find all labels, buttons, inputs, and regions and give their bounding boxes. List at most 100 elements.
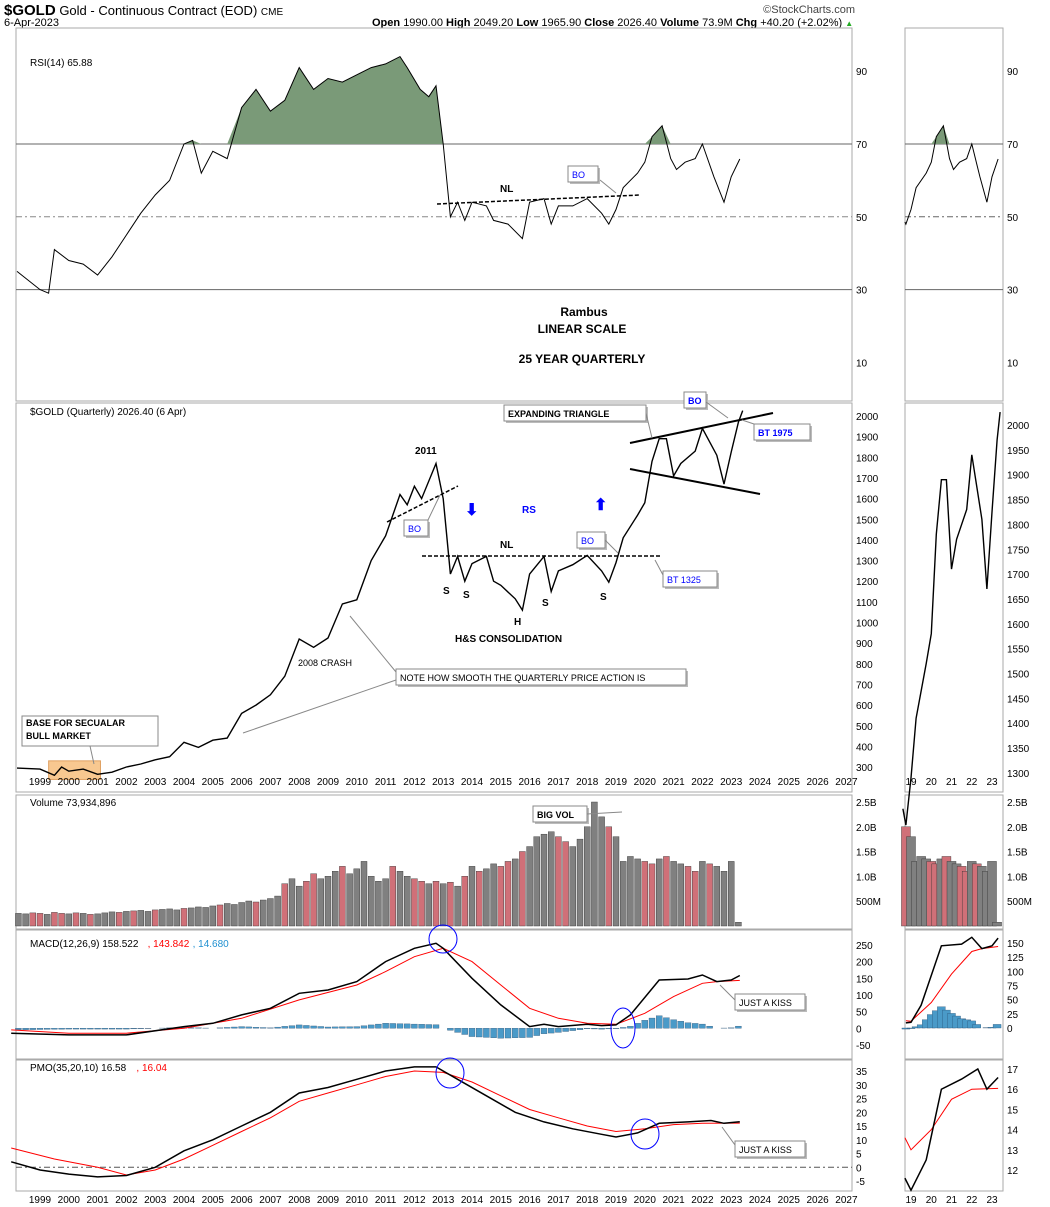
price-year-tick: 2018 xyxy=(576,777,599,788)
macd-histogram-bar xyxy=(44,1028,51,1030)
mini-year-tick: 19 xyxy=(905,1195,917,1206)
macd-histogram-bar xyxy=(540,1028,548,1034)
shoulder-head-annotation: S xyxy=(443,586,450,597)
macd-histogram-bar xyxy=(368,1024,375,1029)
low-value: 1965.90 xyxy=(541,17,582,29)
macd-mini-line xyxy=(905,936,999,1024)
volume-bar xyxy=(324,876,332,927)
volume-bar xyxy=(339,866,346,927)
price-year-tick: 2027 xyxy=(835,777,858,788)
macd-histogram-bar xyxy=(108,1028,116,1030)
change-value: +40.20 (+2.02%) xyxy=(760,17,843,29)
price-mini-tick: 1300 xyxy=(1007,769,1030,780)
volume-bar xyxy=(720,871,728,927)
price-year-tick: 2006 xyxy=(230,777,253,788)
volume-bar xyxy=(519,851,526,927)
price-year-tick: 2017 xyxy=(547,777,570,788)
volume-bar xyxy=(274,895,281,927)
rsi-panel-frame xyxy=(15,27,853,402)
macd-histogram-bar xyxy=(288,1025,296,1029)
volume-bar xyxy=(699,861,706,927)
pmo-mini-tick: 14 xyxy=(1007,1126,1019,1137)
price-mini-tick: 1400 xyxy=(1007,719,1030,730)
bo2011-annotation-box xyxy=(403,519,429,537)
macd-histogram-bar xyxy=(15,1028,22,1030)
macd-mini-tick: 50 xyxy=(1007,996,1019,1007)
rsi-mini-tick: 50 xyxy=(1007,213,1019,224)
rsi-mini-line xyxy=(904,124,999,226)
pmo-mini-tick: 13 xyxy=(1007,1146,1019,1157)
macd-histogram-bar xyxy=(101,1028,108,1030)
volume-bar xyxy=(260,899,267,927)
macd-histogram-bar xyxy=(80,1028,87,1030)
pmo-tick: 20 xyxy=(856,1108,868,1119)
macd-kiss-annotation-box xyxy=(734,993,806,1011)
price-tick: 1300 xyxy=(856,557,879,568)
price-year-tick: 2021 xyxy=(662,777,685,788)
volume-bar xyxy=(432,881,440,927)
mini-year-tick: 23 xyxy=(986,1195,998,1206)
volume-bar xyxy=(728,861,735,927)
pmo-tick: 5 xyxy=(856,1150,862,1161)
volume-bar xyxy=(677,863,684,927)
macd-histogram-bar xyxy=(51,1028,58,1030)
pmo-mini-frame xyxy=(904,1059,1004,1192)
open-label: Open xyxy=(372,17,401,29)
volume-bar xyxy=(490,863,497,927)
macd-histogram-bar xyxy=(418,1024,425,1029)
volume-bar xyxy=(65,913,73,927)
price-mini-line xyxy=(902,412,1001,826)
macd-histogram-bar xyxy=(432,1024,440,1029)
volume-bar xyxy=(591,801,598,927)
year-tick: 2007 xyxy=(259,1195,282,1206)
bt1325-pointer xyxy=(654,559,664,576)
macd-histogram-bar xyxy=(324,1026,332,1029)
macd-mini-tick: 100 xyxy=(1007,967,1024,978)
pmo-line xyxy=(10,1066,740,1178)
price-year-tick: 1999 xyxy=(29,777,52,788)
volume-bar xyxy=(497,866,504,927)
volume-bar xyxy=(598,816,605,927)
year-tick: 2013 xyxy=(432,1195,455,1206)
year-tick: 2003 xyxy=(144,1195,167,1206)
nl-annotation: NL xyxy=(500,540,513,551)
price-mini-tick: 1750 xyxy=(1007,545,1030,556)
macd-tick: 250 xyxy=(856,941,873,952)
pmo-panel-frame xyxy=(15,1059,853,1192)
price-tick: 1400 xyxy=(856,536,879,547)
price-year-tick: 2019 xyxy=(605,777,628,788)
year-tick: 2004 xyxy=(173,1195,196,1206)
volume-bar xyxy=(605,826,612,927)
macd-histogram-bar xyxy=(252,1027,260,1029)
macd-mini-histogram-bar xyxy=(992,1024,1002,1029)
high-label: High xyxy=(446,17,471,29)
year-tick: 2016 xyxy=(518,1195,541,1206)
macd-histogram-bar xyxy=(648,1017,656,1029)
big-vol-pointer xyxy=(586,811,623,815)
macd-mini-histogram-bar xyxy=(972,1024,981,1029)
macd-mini-tick: 75 xyxy=(1007,981,1019,992)
up-arrow-icon: ▲ xyxy=(845,19,854,28)
macd-histogram-bar xyxy=(332,1026,339,1029)
price-tick: 1900 xyxy=(856,433,879,444)
date: 6-Apr-2023 xyxy=(4,17,60,29)
triangle-bo-annotation-box xyxy=(683,391,707,409)
macd-histogram-bar xyxy=(620,1027,627,1029)
bt1975-annotation: BT 1975 xyxy=(758,428,793,438)
volume-bar xyxy=(548,831,555,927)
volume-mini-tick: 500M xyxy=(1007,897,1032,908)
triangle-bo-annotation: BO xyxy=(688,396,702,406)
price-year-tick: 2025 xyxy=(778,777,801,788)
volume-bar xyxy=(87,914,94,927)
rsi-tick: 90 xyxy=(856,67,868,78)
volume-bar xyxy=(447,881,454,927)
price-year-tick: 2012 xyxy=(403,777,426,788)
volume-bar xyxy=(684,866,692,927)
volume-bar xyxy=(36,913,44,927)
volume-tick: 2.5B xyxy=(856,798,877,809)
price-mini-tick: 1550 xyxy=(1007,645,1030,656)
price-year-tick: 2002 xyxy=(115,777,138,788)
price-tick: 800 xyxy=(856,660,873,671)
rsi-bo-annotation-box xyxy=(567,165,599,183)
